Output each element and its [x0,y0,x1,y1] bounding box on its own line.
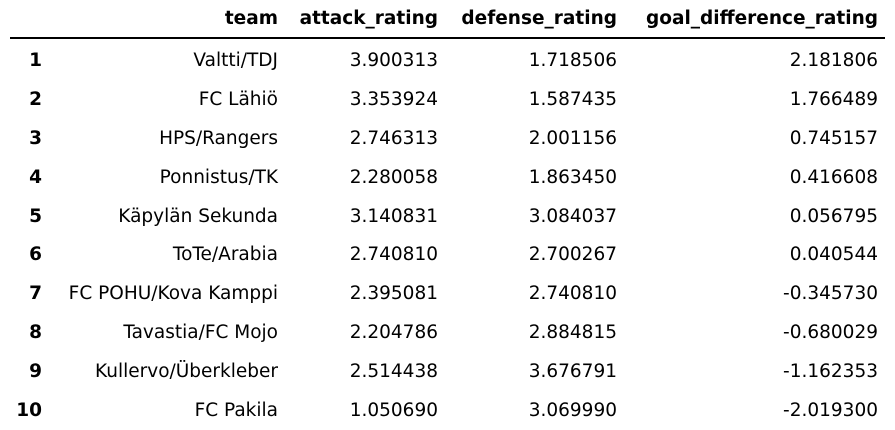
row-index: 9 [29,361,42,383]
row-index: 1 [29,49,42,71]
cell-defense-rating: 1.718506 [528,49,617,71]
cell-team: FC POHU/Kova Kamppi [68,283,278,305]
row-index: 5 [29,205,42,227]
header-defense-rating: defense_rating [445,0,624,39]
cell-team: Tavastia/FC Mojo [123,322,278,344]
cell-defense-rating: 1.587435 [528,88,617,110]
table-row: 3 HPS/Rangers 2.746313 2.001156 0.745157 [10,119,885,158]
cell-attack-rating: 3.353924 [349,88,438,110]
table-row: 6 ToTe/Arabia 2.740810 2.700267 0.040544 [10,235,885,274]
cell-goal-difference-rating: 0.416608 [789,166,878,188]
cell-goal-difference-rating: -0.680029 [783,322,878,344]
cell-defense-rating: 3.084037 [528,205,617,227]
row-index: 2 [29,88,42,110]
cell-team: HPS/Rangers [159,127,278,149]
cell-team: Valtti/TDJ [193,49,278,71]
cell-team: FC Lähiö [198,88,278,110]
cell-team: Käpylän Sekunda [118,205,278,227]
cell-defense-rating: 2.884815 [528,322,617,344]
row-index: 4 [29,166,42,188]
cell-attack-rating: 2.514438 [349,361,438,383]
table-row: 9 Kullervo/Überkleber 2.514438 3.676791 … [10,352,885,391]
cell-defense-rating: 2.700267 [528,244,617,266]
table-row: 4 Ponnistus/TK 2.280058 1.863450 0.41660… [10,158,885,197]
cell-attack-rating: 2.280058 [349,166,438,188]
cell-attack-rating: 2.740810 [349,244,438,266]
cell-attack-rating: 1.050690 [349,399,438,421]
table-row: 1 Valtti/TDJ 3.900313 1.718506 2.181806 [10,38,885,80]
cell-goal-difference-rating: 0.056795 [789,205,878,227]
cell-team: Ponnistus/TK [159,166,278,188]
table-row: 8 Tavastia/FC Mojo 2.204786 2.884815 -0.… [10,313,885,352]
header-attack-rating: attack_rating [285,0,445,39]
cell-attack-rating: 2.204786 [349,322,438,344]
cell-goal-difference-rating: 1.766489 [789,88,878,110]
row-index: 3 [29,127,42,149]
table-header: team attack_rating defense_rating goal_d… [10,0,885,39]
cell-goal-difference-rating: -2.019300 [783,399,878,421]
cell-team: ToTe/Arabia [172,244,278,266]
cell-attack-rating: 2.395081 [349,283,438,305]
row-index: 10 [16,399,42,421]
cell-defense-rating: 2.740810 [528,283,617,305]
cell-goal-difference-rating: 0.040544 [789,244,878,266]
header-goal-difference-rating: goal_difference_rating [624,0,885,39]
header-team: team [50,0,285,39]
cell-defense-rating: 3.676791 [528,361,617,383]
row-index: 7 [29,283,42,305]
cell-goal-difference-rating: -1.162353 [783,361,878,383]
table-row: 2 FC Lähiö 3.353924 1.587435 1.766489 [10,80,885,119]
cell-attack-rating: 3.900313 [349,49,438,71]
table-row: 10 FC Pakila 1.050690 3.069990 -2.019300 [10,391,885,430]
ratings-table: team attack_rating defense_rating goal_d… [10,0,885,430]
cell-goal-difference-rating: 2.181806 [789,49,878,71]
header-index [10,0,50,39]
cell-defense-rating: 1.863450 [528,166,617,188]
cell-defense-rating: 3.069990 [528,399,617,421]
table-row: 5 Käpylän Sekunda 3.140831 3.084037 0.05… [10,197,885,236]
cell-goal-difference-rating: -0.345730 [783,283,878,305]
cell-attack-rating: 3.140831 [349,205,438,227]
row-index: 6 [29,244,42,266]
cell-attack-rating: 2.746313 [349,127,438,149]
cell-goal-difference-rating: 0.745157 [789,127,878,149]
header-row: team attack_rating defense_rating goal_d… [10,0,885,39]
table-row: 7 FC POHU/Kova Kamppi 2.395081 2.740810 … [10,274,885,313]
cell-team: FC Pakila [194,399,278,421]
cell-defense-rating: 2.001156 [528,127,617,149]
row-index: 8 [29,322,42,344]
table-body: 1 Valtti/TDJ 3.900313 1.718506 2.181806 … [10,38,885,430]
cell-team: Kullervo/Überkleber [95,361,278,383]
